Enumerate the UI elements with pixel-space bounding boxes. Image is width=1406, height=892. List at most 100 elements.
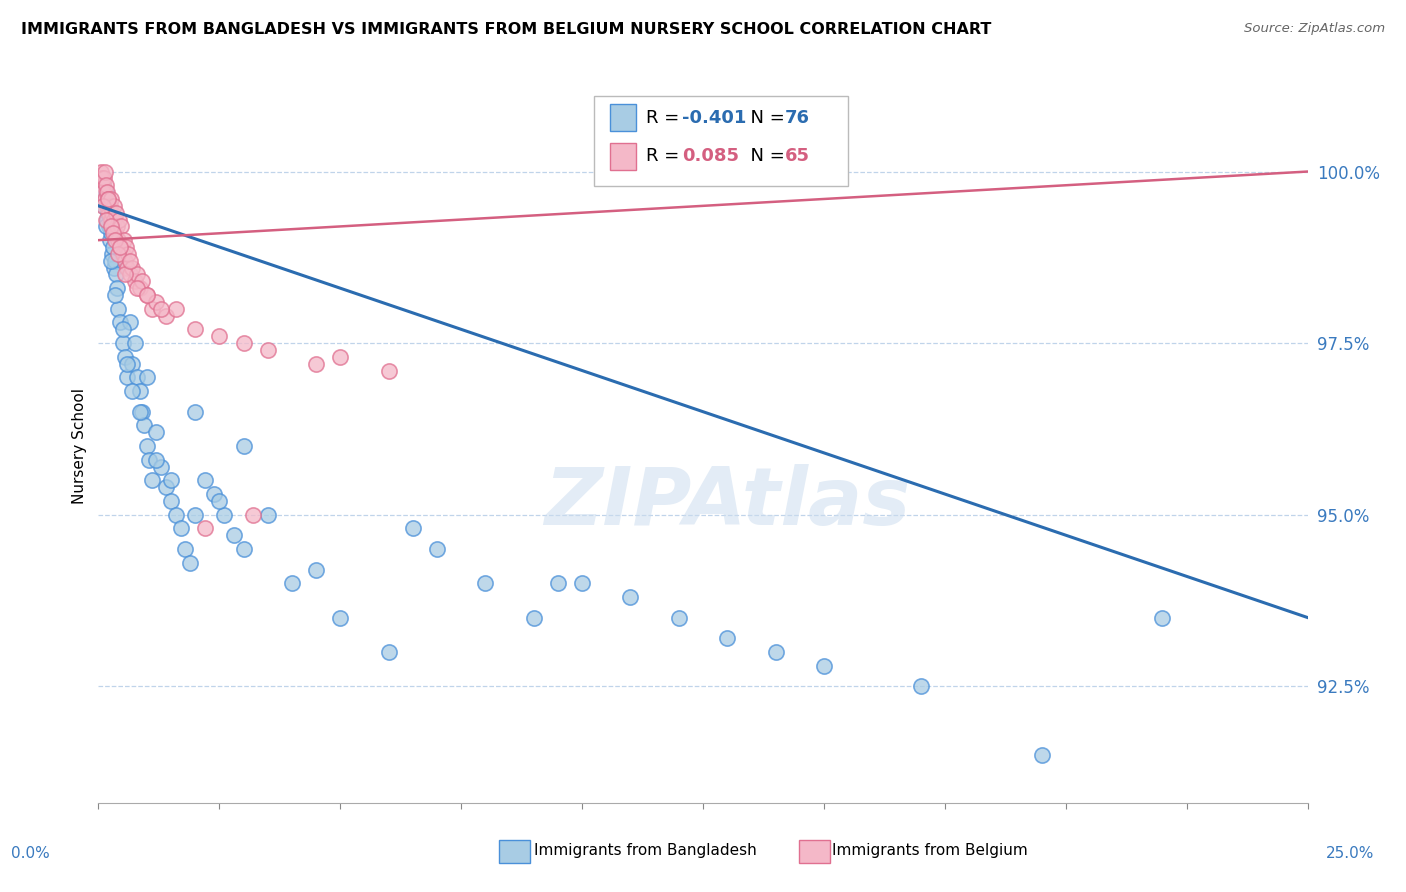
Point xyxy=(547,576,569,591)
Point xyxy=(194,521,217,535)
Point xyxy=(111,247,134,261)
Point xyxy=(115,240,138,254)
Point xyxy=(121,384,143,398)
Point xyxy=(101,205,124,219)
Point xyxy=(184,322,207,336)
Text: Immigrants from Belgium: Immigrants from Belgium xyxy=(832,844,1028,858)
Point xyxy=(127,281,149,295)
Point xyxy=(91,178,114,193)
Point xyxy=(145,294,167,309)
Text: R =: R = xyxy=(647,147,685,165)
Point xyxy=(128,281,150,295)
Point xyxy=(117,260,139,275)
Point xyxy=(101,247,124,261)
Point xyxy=(1152,610,1174,624)
Text: IMMIGRANTS FROM BANGLADESH VS IMMIGRANTS FROM BELGIUM NURSERY SCHOOL CORRELATION: IMMIGRANTS FROM BANGLADESH VS IMMIGRANTS… xyxy=(21,22,991,37)
Point xyxy=(127,268,149,282)
Point xyxy=(105,205,128,219)
Point xyxy=(128,405,150,419)
Point xyxy=(117,247,139,261)
Point xyxy=(101,227,124,241)
Point xyxy=(107,301,129,316)
Point xyxy=(117,357,139,371)
Point xyxy=(134,418,156,433)
Point xyxy=(208,494,231,508)
Point xyxy=(160,473,183,487)
Point xyxy=(93,164,115,178)
Point xyxy=(94,219,117,234)
Point xyxy=(101,219,124,234)
Point xyxy=(96,185,118,199)
Point xyxy=(135,288,157,302)
Point xyxy=(100,219,122,234)
Text: Immigrants from Bangladesh: Immigrants from Bangladesh xyxy=(534,844,756,858)
Text: N =: N = xyxy=(740,109,790,127)
Point xyxy=(114,268,136,282)
Point xyxy=(118,268,141,282)
Point xyxy=(204,487,226,501)
Point xyxy=(232,439,254,453)
Point xyxy=(91,178,114,193)
Point xyxy=(194,473,217,487)
Text: 0.085: 0.085 xyxy=(682,147,740,165)
Point xyxy=(128,384,150,398)
Point xyxy=(150,459,173,474)
Point xyxy=(138,452,160,467)
FancyBboxPatch shape xyxy=(610,104,637,131)
Point xyxy=(105,281,128,295)
Point xyxy=(98,219,121,234)
Point xyxy=(121,357,143,371)
Point xyxy=(135,439,157,453)
Point xyxy=(103,260,125,275)
Point xyxy=(377,363,399,377)
Point xyxy=(155,480,177,494)
Point xyxy=(131,405,153,419)
Text: 0.0%: 0.0% xyxy=(11,846,51,861)
Point xyxy=(118,253,141,268)
Point xyxy=(668,610,690,624)
Point xyxy=(94,212,117,227)
Text: 25.0%: 25.0% xyxy=(1326,846,1374,861)
Point xyxy=(90,164,112,178)
Point xyxy=(104,253,127,268)
Point xyxy=(716,631,738,645)
Point xyxy=(98,199,121,213)
Point xyxy=(97,192,120,206)
Point xyxy=(111,322,134,336)
Point xyxy=(765,645,787,659)
Point xyxy=(104,268,127,282)
Point xyxy=(112,233,135,247)
Point xyxy=(426,541,449,556)
Text: Source: ZipAtlas.com: Source: ZipAtlas.com xyxy=(1244,22,1385,36)
Point xyxy=(160,494,183,508)
Point xyxy=(523,610,546,624)
Point xyxy=(141,301,163,316)
Point xyxy=(107,212,129,227)
Point xyxy=(98,205,121,219)
Point xyxy=(474,576,496,591)
Point xyxy=(145,425,167,440)
Point xyxy=(100,253,122,268)
Point xyxy=(145,452,167,467)
Point xyxy=(104,227,127,241)
Point xyxy=(103,212,125,227)
FancyBboxPatch shape xyxy=(595,96,848,186)
Text: R =: R = xyxy=(647,109,685,127)
Point xyxy=(111,336,134,351)
Point xyxy=(114,350,136,364)
Point xyxy=(232,541,254,556)
Text: 65: 65 xyxy=(785,147,810,165)
Point xyxy=(1031,747,1053,762)
Point xyxy=(108,240,131,254)
Point xyxy=(184,508,207,522)
Point xyxy=(184,405,207,419)
Point xyxy=(174,541,197,556)
Point xyxy=(93,171,115,186)
Point xyxy=(117,370,139,384)
Point xyxy=(305,562,328,576)
Point xyxy=(169,521,191,535)
Point xyxy=(232,336,254,351)
Point xyxy=(135,370,157,384)
Point xyxy=(91,185,114,199)
Text: ZIPAtlas: ZIPAtlas xyxy=(544,464,910,542)
